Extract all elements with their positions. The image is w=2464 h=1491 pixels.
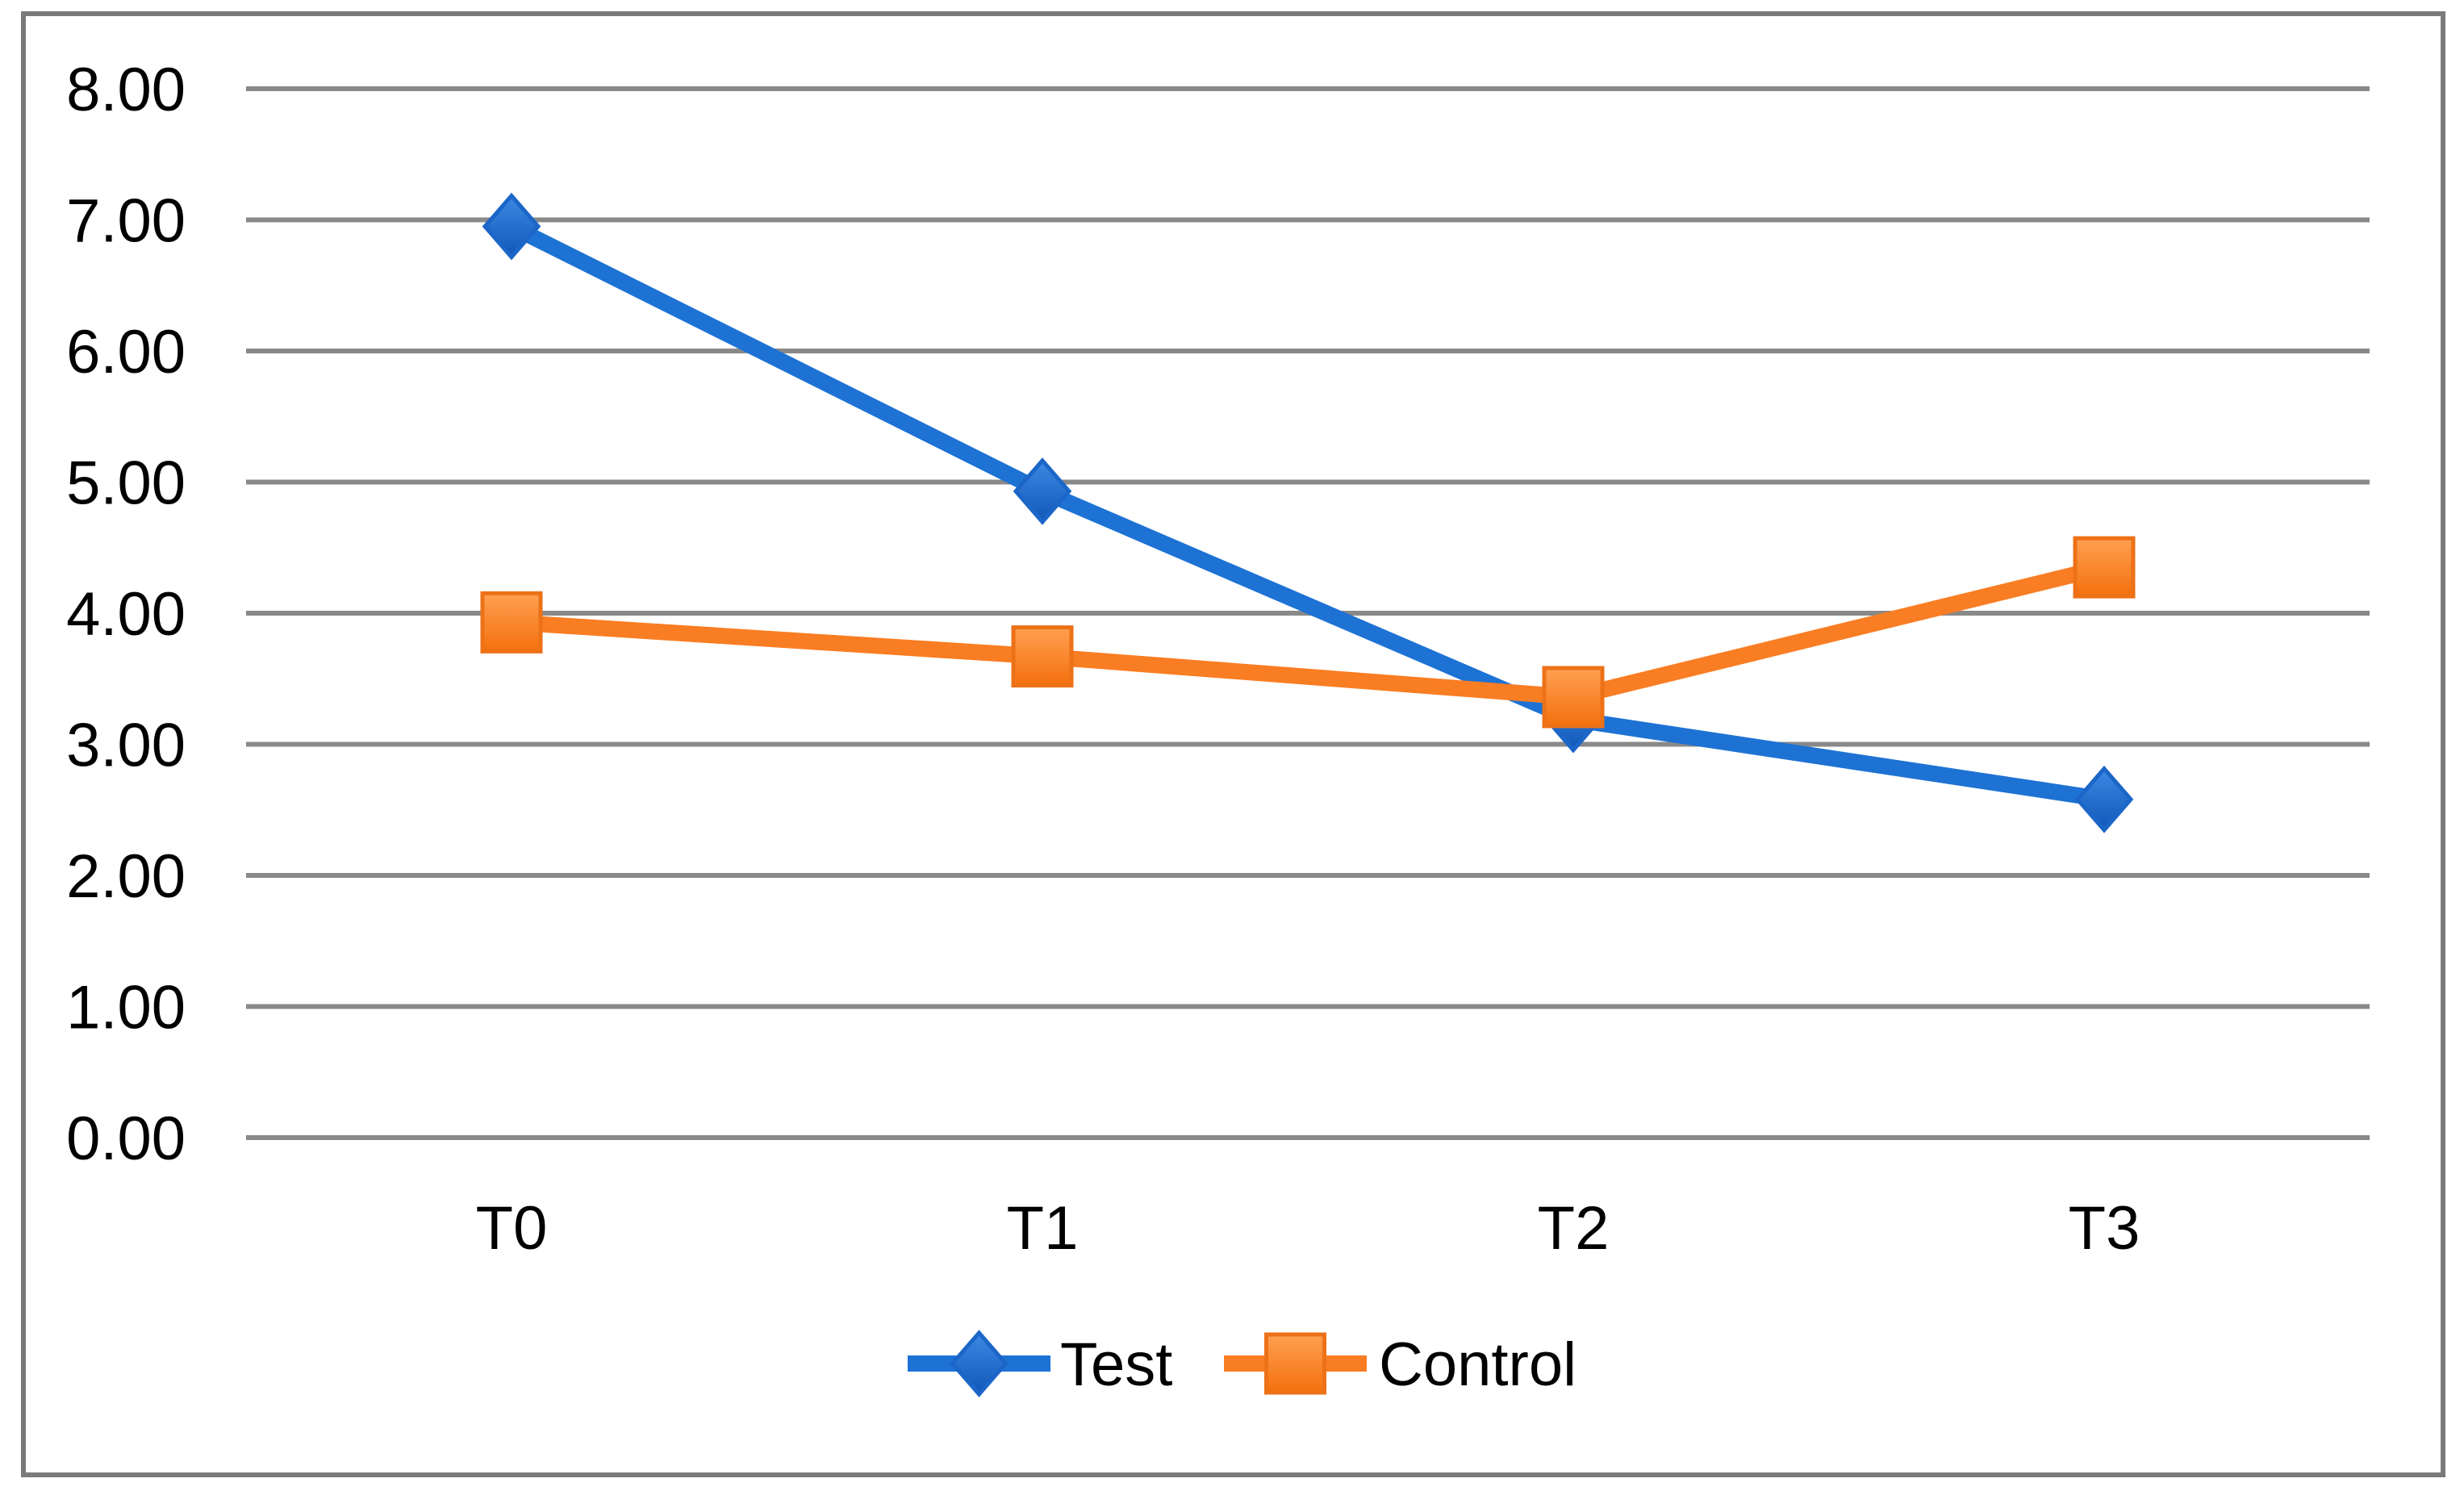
marker-control-t1 [1011, 625, 1074, 688]
marker-control-t2 [1542, 666, 1605, 729]
marker-test-t3 [2074, 765, 2134, 833]
y-tick-label: 7.00 [66, 187, 186, 256]
y-tick-label: 8.00 [66, 56, 186, 124]
y-tick-label: 5.00 [66, 449, 186, 518]
x-tick-label: T1 [1007, 1194, 1079, 1263]
y-tick-label: 4.00 [66, 580, 186, 649]
legend-marker-diamond-icon [950, 1330, 1009, 1397]
chart-frame [21, 11, 2445, 1477]
y-tick-label: 6.00 [66, 318, 186, 386]
legend-marker-square-icon [1264, 1332, 1326, 1395]
marker-control-t3 [2073, 536, 2136, 599]
series-line-test [507, 219, 2106, 808]
y-tick-label: 1.00 [66, 974, 186, 1042]
x-tick-label: T2 [1538, 1194, 1610, 1263]
series-line-control [511, 559, 2107, 705]
marker-test-t0 [482, 192, 541, 261]
legend-label-control: Control [1379, 1330, 1577, 1399]
y-tick-label: 3.00 [66, 712, 186, 780]
marker-control-t0 [480, 591, 543, 654]
y-tick-label: 0.00 [66, 1105, 186, 1173]
y-tick-label: 2.00 [66, 842, 186, 911]
legend-label-test: Test [1060, 1330, 1172, 1399]
x-tick-label: T3 [2069, 1194, 2140, 1263]
marker-test-t1 [1013, 457, 1072, 525]
x-tick-label: T0 [476, 1194, 548, 1263]
